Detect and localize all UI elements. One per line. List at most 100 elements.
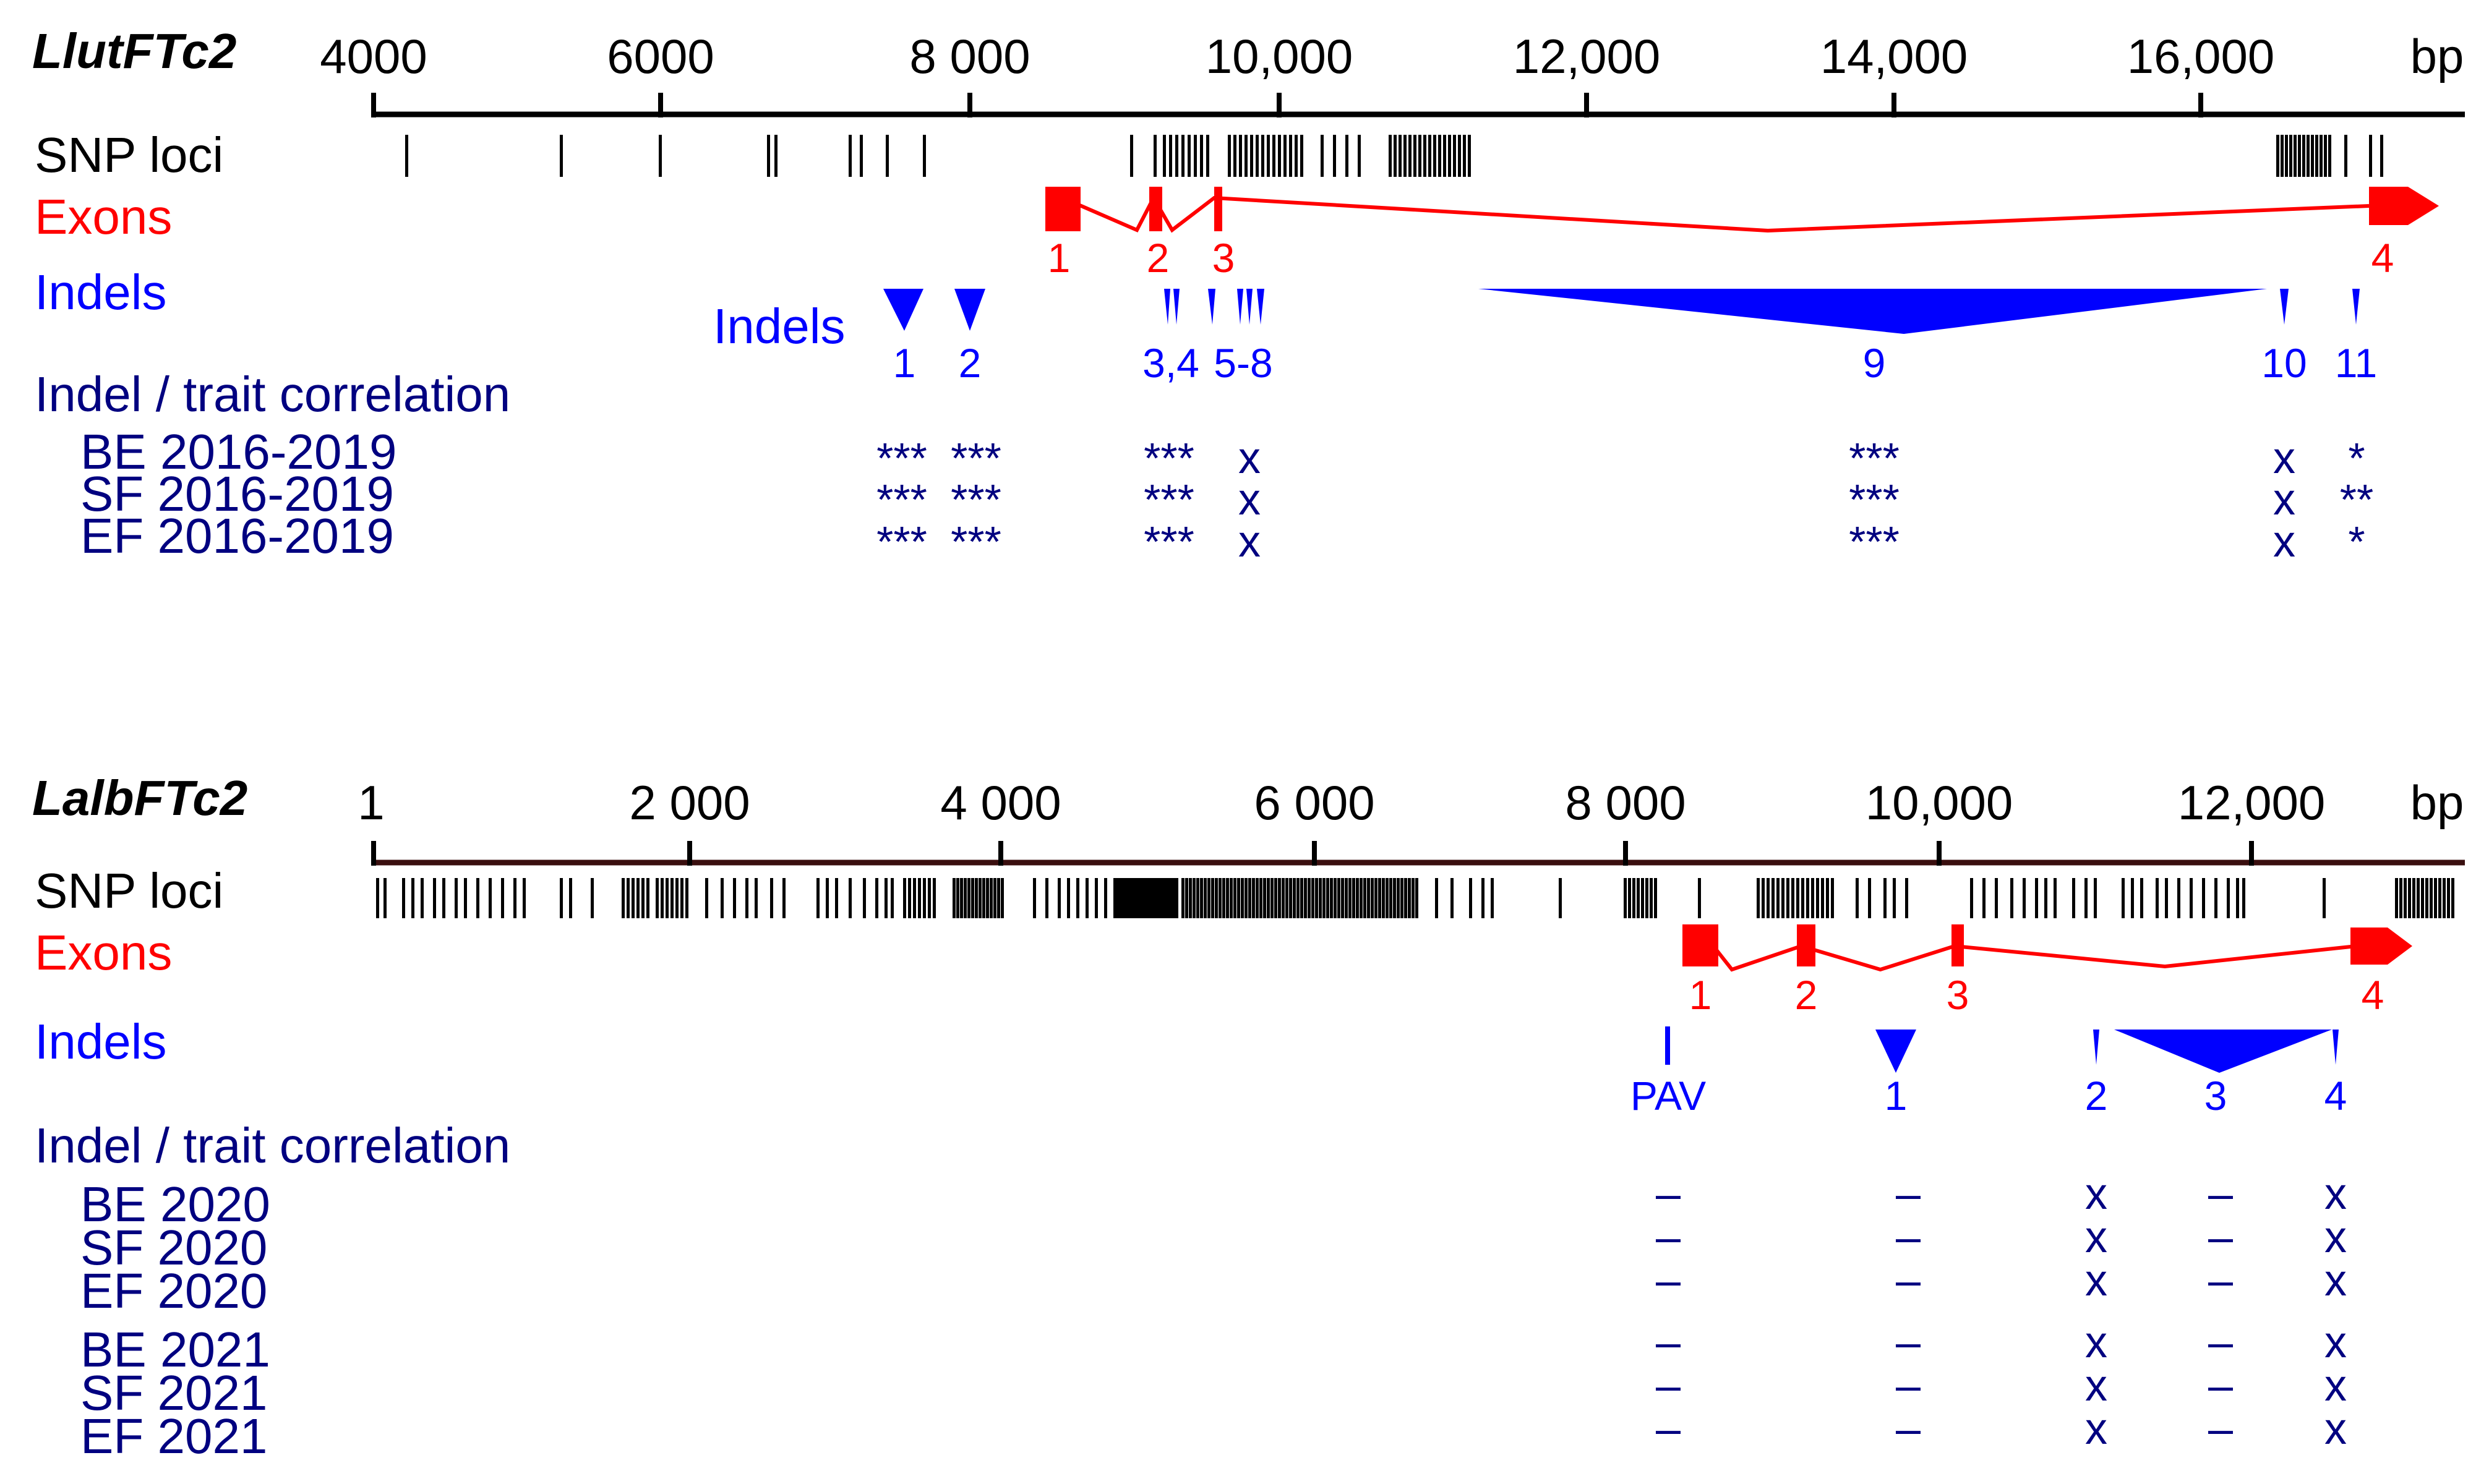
snp-tick xyxy=(405,135,408,177)
snp-tick xyxy=(513,878,516,918)
snp-tick xyxy=(1389,135,1392,177)
correlation-symbol: x xyxy=(2324,1169,2347,1219)
correlation-symbol: – xyxy=(1896,1361,1921,1410)
correlation-symbol: – xyxy=(1656,1318,1681,1367)
snp-tick xyxy=(2122,878,2125,918)
snp-tick xyxy=(1856,878,1859,918)
snp-tick xyxy=(464,878,467,918)
snp-tick xyxy=(1230,878,1233,918)
snp-tick xyxy=(2072,878,2075,918)
snp-tick xyxy=(2165,878,2168,918)
correlation-symbol: – xyxy=(1656,1169,1681,1219)
snp-tick xyxy=(923,135,926,177)
snp-tick xyxy=(675,878,679,918)
exon-number: 2 xyxy=(1795,972,1818,1018)
snp-tick xyxy=(1058,878,1061,918)
snp-tick xyxy=(1394,135,1397,177)
snp-tick xyxy=(903,878,906,918)
exon-number: 3 xyxy=(1212,235,1235,281)
indel-marker-9 xyxy=(1478,289,2267,334)
snp-tick xyxy=(2408,878,2411,918)
snp-tick xyxy=(1206,135,1209,177)
indel-number: 1 xyxy=(1885,1073,1908,1119)
snp-tick xyxy=(2425,878,2428,918)
snp-tick xyxy=(1304,878,1307,918)
axis-tick-label: 6000 xyxy=(607,29,714,83)
snp-tick xyxy=(591,878,594,918)
snp-tick xyxy=(2214,878,2217,918)
snp-tick xyxy=(442,878,445,918)
exon-1 xyxy=(1045,187,1081,231)
snp-loci-label: SNP loci xyxy=(35,863,223,918)
axis-tick-label: 10,000 xyxy=(1866,775,2013,830)
snp-tick xyxy=(1267,878,1270,918)
snp-tick xyxy=(1308,878,1311,918)
snp-tick xyxy=(2324,135,2327,177)
snp-tick xyxy=(1172,878,1175,918)
snp-tick xyxy=(2344,135,2347,177)
snp-tick xyxy=(1330,878,1333,918)
snp-tick xyxy=(1181,135,1185,177)
snp-tick xyxy=(2131,878,2134,918)
correlation-symbol: x xyxy=(2273,433,2295,483)
snp-tick xyxy=(1771,878,1775,918)
indel-marker-5 xyxy=(1208,289,1215,325)
indel-marker-6 xyxy=(1237,289,1243,325)
snp-tick xyxy=(1345,878,1348,918)
correlation-symbol: *** xyxy=(951,475,1001,524)
snp-tick xyxy=(2294,135,2297,177)
snp-tick xyxy=(1244,135,1248,177)
snp-tick xyxy=(1645,878,1648,918)
snp-tick xyxy=(1321,135,1324,177)
snp-tick xyxy=(1374,878,1377,918)
snp-tick xyxy=(2289,135,2292,177)
snp-tick xyxy=(2328,135,2331,177)
snp-tick xyxy=(953,878,956,918)
snp-tick xyxy=(1367,878,1370,918)
snp-tick xyxy=(1469,878,1472,918)
snp-tick xyxy=(2447,878,2450,918)
snp-tick xyxy=(1157,878,1160,918)
snp-tick xyxy=(661,878,664,918)
snp-tick xyxy=(1130,135,1133,177)
snp-tick xyxy=(1831,878,1834,918)
indel-number: 4 xyxy=(2324,1073,2347,1119)
correlation-symbol: x xyxy=(2085,1318,2107,1367)
correlation-symbol: – xyxy=(2208,1169,2234,1219)
snp-tick xyxy=(1196,878,1199,918)
snp-tick xyxy=(1767,878,1770,918)
trait-row-label: SF 2020 xyxy=(80,1220,267,1275)
snp-tick xyxy=(2307,135,2310,177)
snp-tick xyxy=(1326,878,1329,918)
snp-tick xyxy=(1252,878,1255,918)
snp-tick xyxy=(755,878,758,918)
snp-tick xyxy=(1650,878,1653,918)
indel-number: PAV xyxy=(1630,1073,1706,1119)
snp-tick xyxy=(1256,878,1259,918)
snp-tick xyxy=(2438,878,2441,918)
exon-3 xyxy=(1951,924,1964,966)
snp-tick xyxy=(1319,878,1322,918)
exon-model xyxy=(1045,187,2439,233)
snp-tick xyxy=(886,135,889,177)
snp-tick xyxy=(1274,878,1277,918)
correlation-symbol: – xyxy=(2208,1361,2234,1410)
snp-tick xyxy=(2156,878,2159,918)
snp-tick xyxy=(885,878,888,918)
snp-tick xyxy=(1995,878,1998,918)
snp-tick xyxy=(1468,135,1471,177)
gene-name-llutftc2: LlutFTc2 xyxy=(32,23,236,79)
correlation-symbol: *** xyxy=(1849,518,1900,566)
snp-tick xyxy=(1259,878,1262,918)
panel-lalbftc2: LalbFTc2 1 2 000 4 000 6 000 8 000 10,00… xyxy=(32,770,2465,1464)
axis-unit-label: bp xyxy=(2410,775,2464,830)
snp-tick xyxy=(560,135,563,177)
snp-tick xyxy=(1086,878,1089,918)
snp-tick xyxy=(849,135,852,177)
correlation-symbol: – xyxy=(2208,1256,2234,1305)
snp-tick xyxy=(1189,878,1192,918)
snp-tick xyxy=(1120,878,1123,918)
snp-tick xyxy=(1463,135,1466,177)
snp-tick xyxy=(1204,878,1207,918)
snp-tick xyxy=(1356,878,1359,918)
